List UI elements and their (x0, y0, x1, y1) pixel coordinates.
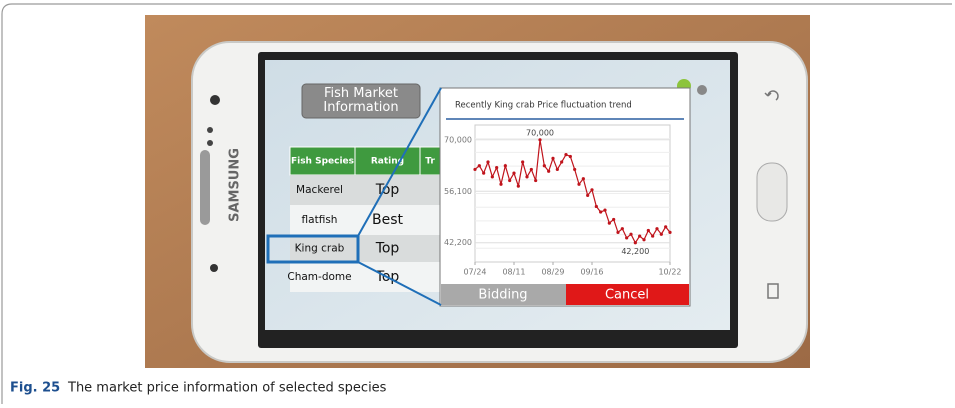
header-label: Rating (371, 157, 404, 167)
price-point (542, 164, 546, 168)
species-cell: King crab (295, 243, 345, 255)
price-point (560, 160, 564, 164)
phone-camera (210, 264, 218, 272)
app-title: Fish Market Information (323, 86, 399, 115)
price-point (581, 177, 585, 181)
settings-icon[interactable] (697, 85, 707, 95)
recent-key[interactable] (767, 283, 779, 299)
figure-label: Fig. 25 (10, 381, 60, 396)
cancel-label[interactable]: Cancel (605, 288, 649, 303)
callout-line (357, 261, 442, 306)
rating-cell: Top (375, 241, 400, 257)
price-point (655, 227, 659, 231)
species-cell: Cham-dome (287, 271, 351, 283)
price-point (564, 153, 568, 157)
price-point (642, 238, 646, 242)
header-cell (354, 146, 421, 176)
y-tick-label: 56,100 (444, 187, 472, 196)
x-tick-label: 07/24 (463, 268, 486, 277)
price-line (474, 139, 671, 244)
annotation: 70,000 (526, 128, 554, 137)
header-label: Tr (425, 157, 435, 167)
price-point (547, 169, 551, 173)
row-band (290, 205, 440, 235)
phone-brand: SAMSUNG (228, 148, 243, 222)
phone-sensor (210, 95, 220, 105)
x-tick-label: 08/29 (541, 268, 564, 277)
price-point (508, 178, 512, 183)
price-point (516, 184, 520, 188)
price-point (616, 230, 620, 234)
price-point (512, 171, 516, 175)
price-point (638, 234, 642, 238)
price-point (529, 167, 533, 172)
app-title-box (301, 83, 421, 119)
app-title-holder: Fish Market Information (323, 86, 399, 115)
price-point (629, 232, 633, 236)
selection-box (266, 234, 360, 264)
bidding-button[interactable] (441, 284, 566, 305)
price-point (651, 234, 655, 238)
annotation: 42,200 (621, 247, 649, 256)
figure-caption: The market price information of selected… (67, 381, 387, 396)
price-point (534, 178, 538, 183)
species-cell: Mackerel (296, 184, 343, 196)
price-point (521, 160, 525, 164)
cancel-button[interactable] (566, 284, 689, 305)
chart-title: Recently King crab Price fluctuation tre… (455, 101, 632, 111)
price-point (499, 182, 503, 186)
price-point (586, 193, 590, 197)
price-point (482, 171, 486, 175)
header-label: Fish Species (291, 157, 354, 167)
bidding-label[interactable]: Bidding (478, 288, 527, 303)
price-point (495, 165, 499, 170)
price-point (573, 167, 577, 172)
figure-frame (1, 3, 952, 404)
x-tick-label: 10/22 (658, 268, 681, 277)
callout-line (357, 87, 442, 237)
price-point (577, 182, 581, 186)
price-point (603, 208, 607, 212)
price-point (477, 164, 481, 168)
price-point (568, 154, 572, 159)
price-point (486, 160, 490, 164)
row-band (290, 262, 440, 292)
price-point (594, 204, 598, 209)
price-point (668, 230, 672, 234)
back-key[interactable] (764, 90, 779, 101)
price-point (490, 175, 494, 179)
price-point (525, 175, 529, 179)
price-point (612, 217, 616, 222)
price-point (551, 156, 555, 160)
price-point (620, 227, 624, 231)
price-point (633, 241, 637, 245)
species-table: Fish Species Rating Tr Mackerel Top flatfish B… (287, 146, 441, 292)
price-point (538, 138, 542, 142)
price-chart: 42,200 56,100 70,000 07/24 08/11 08/29 09/16 10… (444, 124, 682, 277)
phone-sensor (207, 127, 213, 133)
price-point (473, 167, 477, 172)
home-button[interactable] (756, 162, 788, 222)
price-point (555, 167, 559, 172)
price-point (503, 164, 507, 168)
price-point (659, 232, 663, 236)
y-tick-label: 42,200 (444, 238, 472, 247)
species-cell: flatfish (302, 214, 338, 226)
price-point (646, 228, 650, 233)
price-point (607, 221, 611, 225)
price-point (664, 225, 668, 229)
price-point (590, 188, 594, 192)
price-point (599, 210, 603, 214)
rating-cell: Best (372, 212, 404, 228)
price-point (625, 236, 629, 240)
row-band (290, 175, 440, 205)
phone-speaker (200, 150, 210, 225)
phone-sensor (207, 140, 213, 146)
x-tick-label: 08/11 (502, 268, 525, 277)
x-tick-label: 09/16 (580, 268, 603, 277)
row-band (290, 235, 440, 262)
y-tick-label: 70,000 (444, 135, 472, 144)
